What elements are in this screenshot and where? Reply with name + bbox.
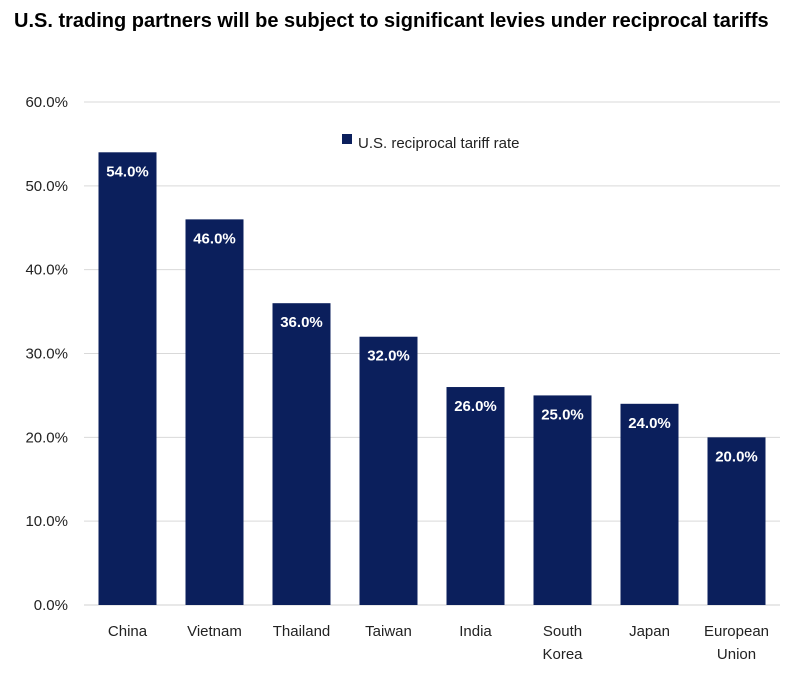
bar	[272, 303, 331, 605]
legend: U.S. reciprocal tariff rate	[342, 134, 519, 152]
data-label: 26.0%	[454, 398, 497, 415]
data-label: 25.0%	[541, 406, 584, 423]
bar	[533, 395, 592, 605]
x-tick-label: Vietnam	[187, 623, 242, 640]
bar	[185, 219, 244, 605]
y-tick-label: 50.0%	[25, 178, 68, 195]
data-label: 54.0%	[106, 163, 149, 180]
x-tick-label: Taiwan	[365, 623, 412, 640]
data-label: 20.0%	[715, 448, 758, 465]
data-labels: 54.0% 46.0% 36.0% 32.0% 26.0% 25.0% 24.0% 20.0%	[106, 163, 758, 465]
legend-label: U.S. reciprocal tariff rate	[358, 135, 519, 152]
bar	[620, 403, 679, 605]
y-tick-label: 30.0%	[25, 346, 68, 363]
data-label: 24.0%	[628, 415, 671, 432]
y-axis: 0.0% 10.0% 20.0% 30.0% 40.0% 50.0% 60.0%	[25, 94, 68, 614]
data-label: 46.0%	[193, 230, 236, 247]
data-label: 36.0%	[280, 314, 323, 331]
chart-title: U.S. trading partners will be subject to…	[14, 10, 769, 32]
bar	[446, 387, 505, 605]
y-tick-label: 20.0%	[25, 429, 68, 446]
bar	[98, 152, 157, 606]
x-tick-label: South Korea	[542, 623, 583, 663]
x-tick-label: Japan	[629, 623, 670, 640]
x-tick-label: India	[459, 623, 492, 640]
legend-swatch	[342, 134, 352, 144]
bars	[98, 152, 766, 606]
y-tick-label: 40.0%	[25, 262, 68, 279]
y-tick-label: 60.0%	[25, 94, 68, 111]
bar	[359, 336, 418, 605]
x-tick-label: China	[108, 623, 148, 640]
bar	[707, 437, 766, 605]
x-tick-label: Thailand	[273, 623, 331, 640]
data-label: 32.0%	[367, 348, 410, 365]
y-tick-label: 10.0%	[25, 513, 68, 530]
x-tick-label: European Union	[704, 623, 769, 663]
x-axis: China Vietnam Thailand Taiwan India South Kore…	[108, 623, 769, 663]
y-tick-label: 0.0%	[34, 597, 68, 614]
